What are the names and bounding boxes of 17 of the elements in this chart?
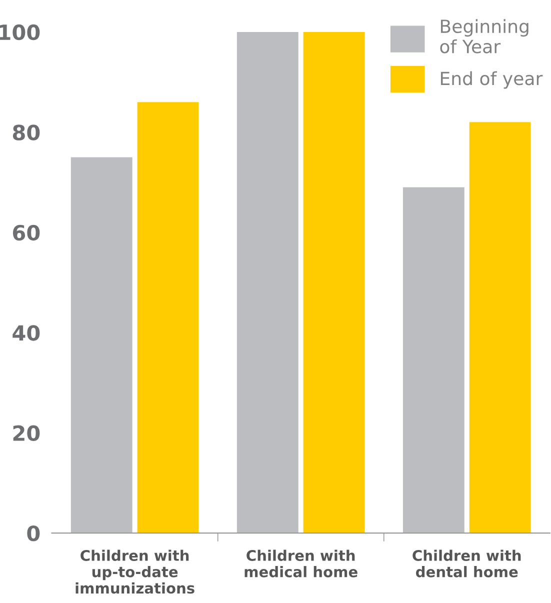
x-tick-label: Children with dental home: [412, 550, 521, 578]
x-tick-label: Children with up-to-date immunizations: [76, 550, 194, 594]
bar: [236, 32, 298, 534]
y-tick-label: 80: [12, 124, 40, 140]
bar: [402, 187, 464, 534]
bar: [137, 102, 199, 534]
y-tick-label: 0: [27, 526, 40, 542]
bar: [70, 157, 132, 534]
y-tick-label: 60: [12, 224, 40, 241]
legend-label: Beginning of Year: [440, 19, 528, 54]
y-tick-label: 20: [13, 425, 40, 442]
y-tick-label: 40: [12, 325, 40, 341]
y-tick-label: 100: [0, 24, 40, 40]
bar: [303, 32, 365, 534]
legend-label: End of year: [440, 71, 543, 89]
bar: [469, 122, 531, 534]
x-tick-label: Children with medical home: [244, 550, 358, 578]
